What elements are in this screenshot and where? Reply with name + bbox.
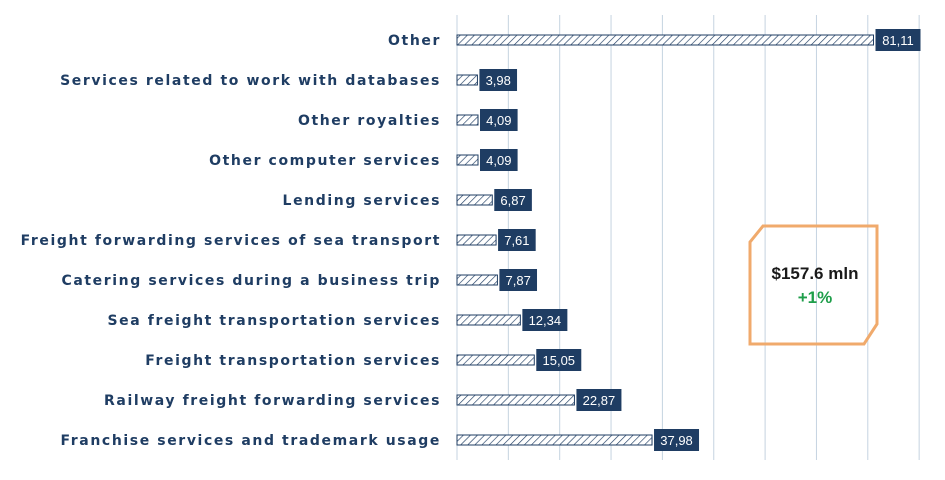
category-label: Lending services <box>283 193 441 209</box>
value-label: 22,87 <box>583 393 616 408</box>
category-label: Other royalties <box>298 113 441 129</box>
value-label-box <box>576 389 622 411</box>
category-label: Franchise services and trademark usage <box>61 433 441 449</box>
value-label: 4,09 <box>486 153 511 168</box>
value-labels: 81,11 3,98 4,09 4,09 6,87 7,61 7,87 12,34 15,05 2… <box>479 29 921 451</box>
category-label: Catering services during a business trip <box>61 273 441 289</box>
callout-frame <box>748 224 879 346</box>
bar <box>456 114 479 126</box>
category-label: Other computer services <box>209 153 441 169</box>
value-label-box <box>875 29 921 51</box>
bar <box>456 194 493 206</box>
value-label-box <box>480 109 518 131</box>
value-label: 7,87 <box>506 273 531 288</box>
value-label-box <box>480 149 518 171</box>
bar <box>456 234 497 246</box>
value-label: 15,05 <box>543 353 576 368</box>
value-label: 6,87 <box>500 193 525 208</box>
category-label: Sea freight transportation services <box>107 313 441 329</box>
bar <box>456 154 479 166</box>
value-label: 12,34 <box>529 313 562 328</box>
bar <box>456 354 535 366</box>
bar <box>456 394 575 406</box>
category-label: Other <box>388 33 441 49</box>
value-label-box <box>522 309 568 331</box>
value-label-box <box>536 349 582 371</box>
bar <box>456 274 498 286</box>
value-label-box <box>498 229 536 251</box>
value-label-box <box>499 269 538 291</box>
value-label: 37,98 <box>660 433 693 448</box>
bar <box>456 314 521 326</box>
value-label-box <box>494 189 532 211</box>
bar <box>456 74 478 86</box>
bars <box>456 34 874 446</box>
value-label: 7,61 <box>504 233 529 248</box>
value-label: 81,11 <box>882 33 914 48</box>
category-label: Freight transportation services <box>145 353 441 369</box>
bar <box>456 34 874 46</box>
value-label-box <box>654 429 700 451</box>
category-label: Railway freight forwarding services <box>104 393 441 409</box>
category-label: Freight forwarding services of sea trans… <box>21 233 441 249</box>
category-labels: Other Services related to work with datab… <box>21 33 441 449</box>
category-label: Services related to work with databases <box>60 73 441 89</box>
bar <box>456 434 653 446</box>
value-label-box <box>479 69 518 91</box>
value-label: 3,98 <box>486 73 511 88</box>
value-label: 4,09 <box>486 113 511 128</box>
